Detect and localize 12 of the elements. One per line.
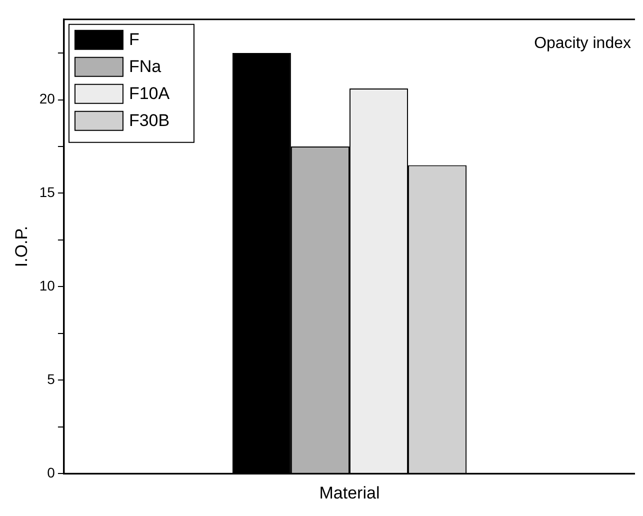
legend-label: FNa [128, 57, 162, 76]
y-tick-label: 10 [39, 278, 56, 294]
x-axis-title: Material [319, 483, 380, 502]
legend-label: F [128, 30, 140, 50]
legend-label: F10A [128, 84, 170, 104]
y-tick-label: 5 [47, 371, 56, 388]
annotation: Opacity index [534, 34, 631, 52]
legend-label: F30B [128, 111, 170, 130]
y-tick-label: 15 [39, 184, 56, 200]
y-axis-title: I.O.P. [12, 226, 31, 268]
y-tick-label: 20 [39, 90, 56, 107]
y-tick-label: 0 [47, 464, 56, 480]
